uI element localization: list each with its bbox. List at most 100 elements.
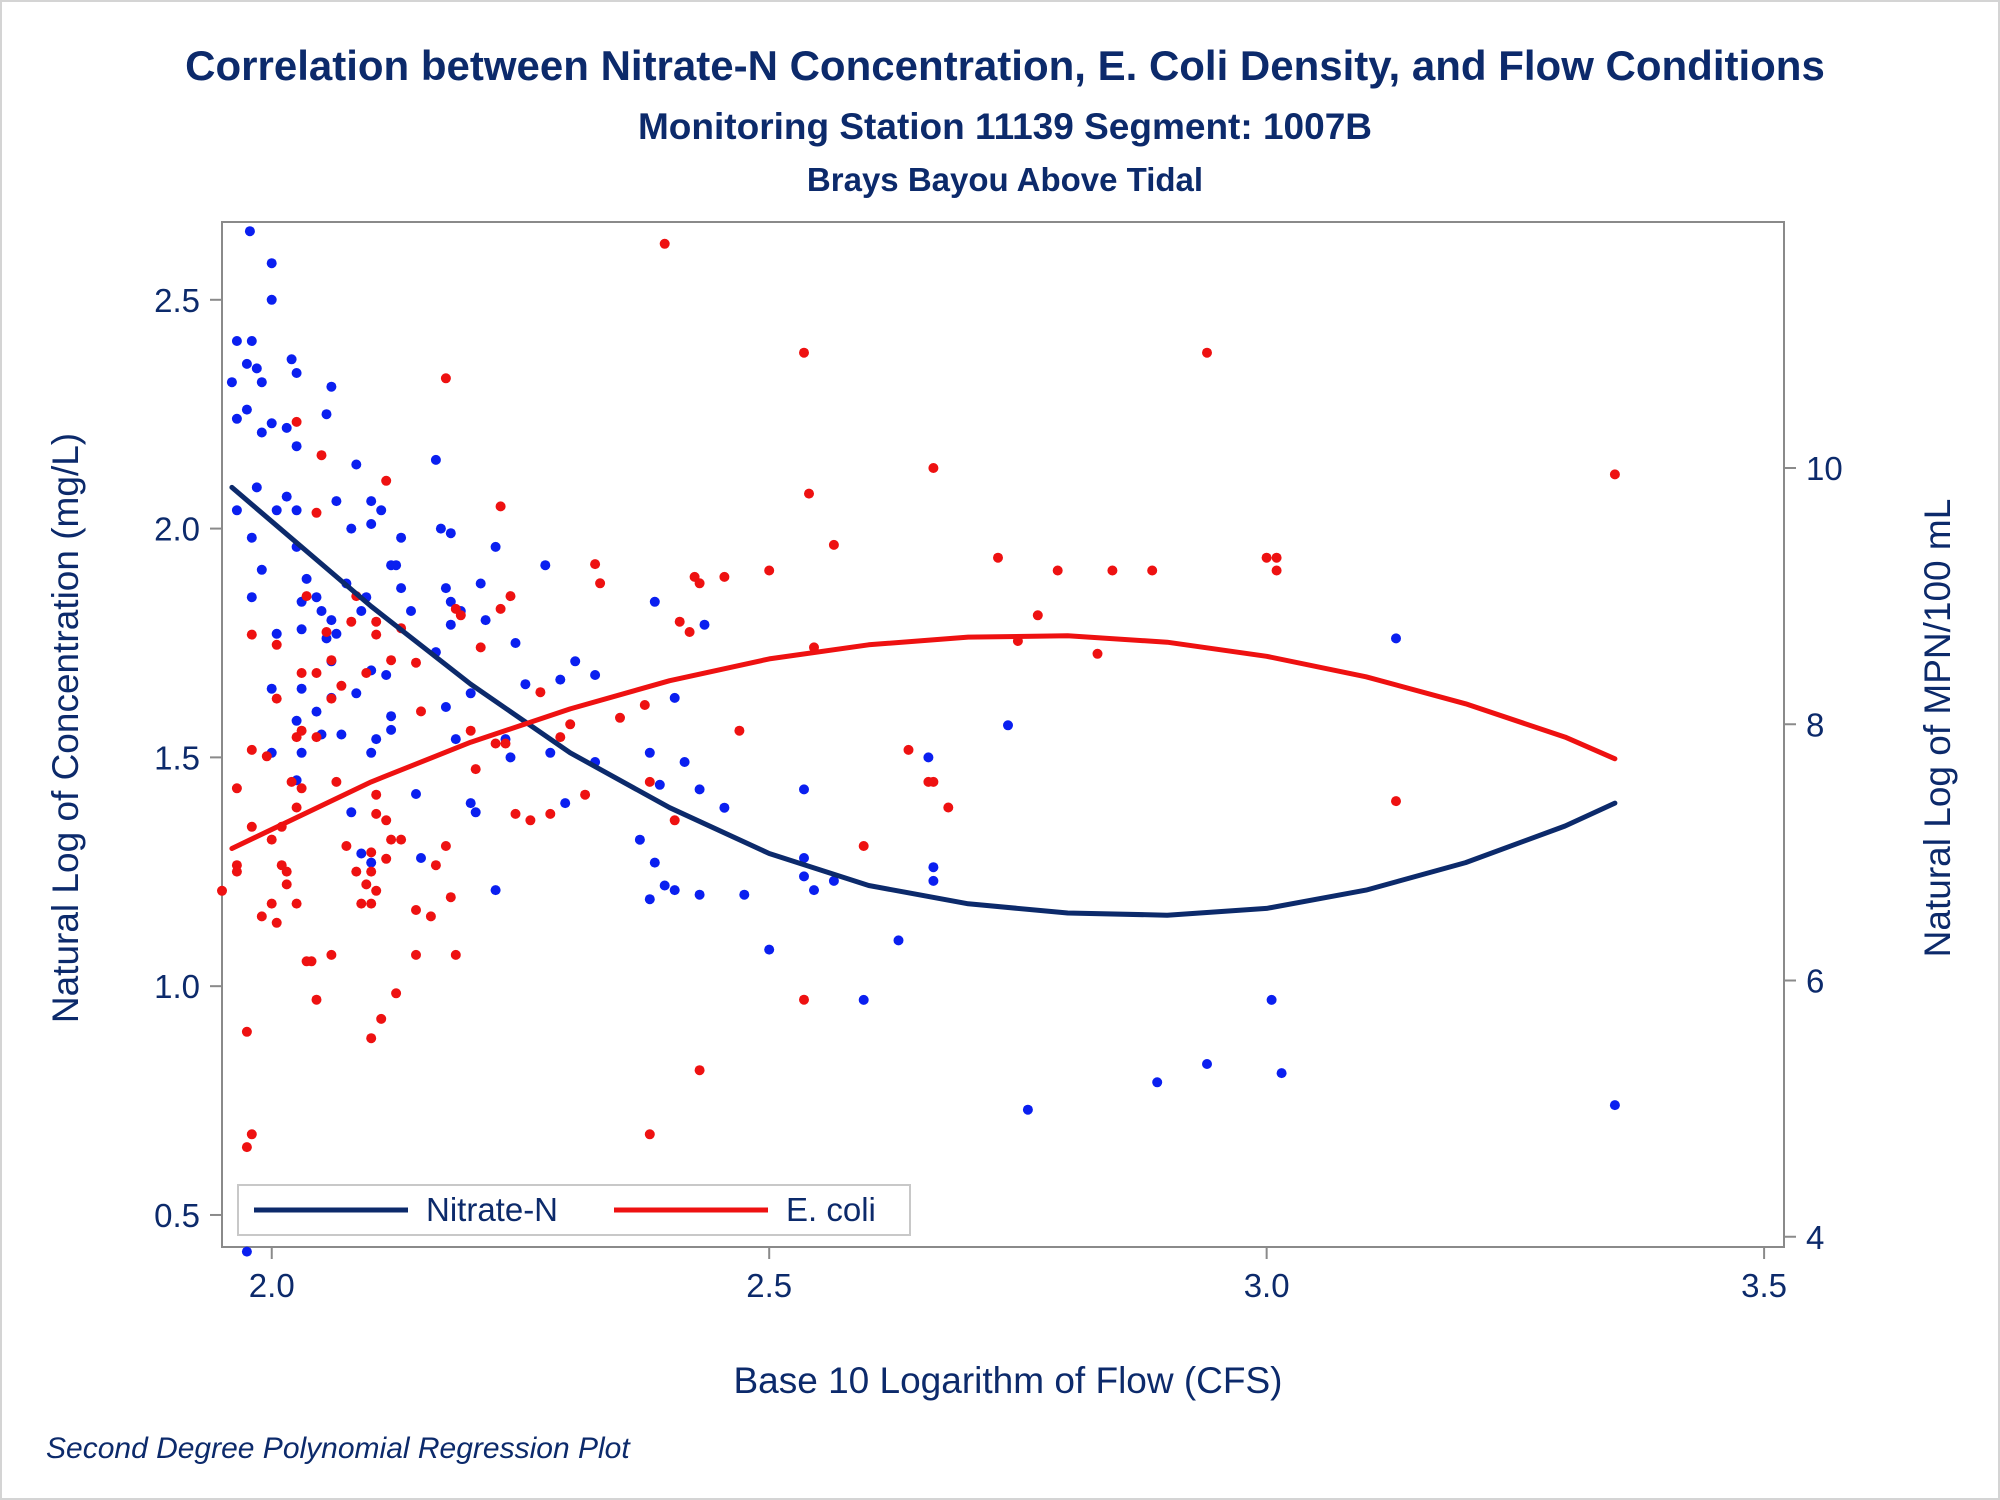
ecoli-point: [465, 725, 476, 736]
nitrate-point: [445, 619, 456, 630]
ecoli-point: [311, 732, 322, 743]
ecoli-point: [764, 565, 775, 576]
ecoli-point: [331, 776, 342, 787]
chart-footnote: Second Degree Polynomial Regression Plot: [46, 1432, 631, 1465]
y-tick-label: 2.5: [154, 282, 200, 319]
nitrate-point: [366, 747, 377, 758]
nitrate-point: [634, 834, 645, 845]
x-tick-label: 3.5: [1741, 1267, 1787, 1304]
chart-title: Correlation between Nitrate-N Concentrat…: [185, 42, 1825, 89]
ecoli-point: [928, 463, 939, 473]
ecoli-point: [281, 879, 292, 890]
ecoli-point: [694, 1065, 705, 1076]
ecoli-point: [1052, 565, 1063, 576]
ecoli-point: [291, 898, 302, 909]
nitrate-point: [445, 528, 456, 539]
ecoli-point: [590, 559, 601, 570]
ecoli-point: [261, 751, 272, 762]
ecoli-point: [545, 808, 556, 819]
ecoli-point: [266, 834, 277, 845]
ecoli-point: [565, 719, 576, 730]
nitrate-point: [256, 564, 267, 575]
nitrate-point: [381, 670, 392, 680]
ecoli-point: [828, 539, 839, 550]
ecoli-point: [381, 815, 392, 826]
ecoli-point: [490, 738, 501, 749]
nitrate-point: [356, 606, 367, 616]
ecoli-point: [371, 885, 382, 896]
nitrate-point: [739, 889, 750, 900]
ecoli-point: [351, 866, 362, 877]
nitrate-point: [1022, 1104, 1033, 1115]
nitrate-point: [1391, 633, 1401, 644]
ecoli-point: [271, 639, 282, 650]
nitrate-point: [928, 862, 939, 873]
ecoli-point: [231, 866, 242, 877]
ecoli-point: [455, 610, 466, 621]
nitrate-point: [1276, 1068, 1287, 1079]
ecoli-point: [296, 668, 307, 678]
nitrate-point: [291, 368, 302, 378]
ecoli-point: [1147, 565, 1158, 576]
ecoli-point: [291, 416, 302, 427]
nitrate-point: [435, 523, 446, 534]
nitrate-point: [858, 994, 869, 1005]
ecoli-point: [858, 841, 869, 851]
nitrate-point: [281, 422, 292, 433]
nitrate-point: [490, 885, 501, 896]
nitrate-point: [540, 560, 551, 571]
ecoli-point: [366, 898, 377, 909]
nitrate-point: [281, 491, 292, 502]
nitrate-point: [266, 683, 277, 694]
ecoli-point: [386, 655, 397, 666]
ecoli-point: [321, 627, 332, 637]
nitrate-point: [351, 459, 362, 470]
ecoli-point: [291, 802, 302, 813]
nitrate-point: [649, 857, 660, 868]
nitrate-point: [241, 358, 252, 369]
y-tick-label: 2.0: [154, 511, 200, 548]
ecoli-point: [719, 571, 730, 582]
ecoli-point: [246, 629, 257, 640]
nitrate-point: [555, 674, 566, 685]
nitrate-point: [440, 583, 451, 594]
ecoli-point: [799, 994, 809, 1005]
chart-subtitle: Monitoring Station 11139 Segment: 1007B: [638, 106, 1372, 147]
ecoli-point: [411, 657, 421, 668]
nitrate-point: [226, 377, 237, 388]
nitrate-point: [346, 523, 357, 534]
nitrate-point: [296, 683, 307, 694]
nitrate-point: [570, 656, 581, 667]
nitrate-point: [799, 784, 809, 795]
ecoli-point: [371, 808, 382, 819]
nitrate-point: [406, 606, 416, 616]
ecoli-point: [525, 815, 536, 826]
ecoli-point: [356, 898, 367, 909]
nitrate-point: [445, 596, 456, 607]
nitrate-point: [659, 880, 670, 891]
ecoli-point: [386, 834, 397, 845]
ecoli-point: [371, 789, 382, 800]
y2-tick-label: 4: [1806, 1219, 1824, 1256]
ecoli-point: [644, 1129, 655, 1140]
y2-tick-label: 8: [1806, 706, 1824, 743]
nitrate-point: [923, 752, 934, 763]
nitrate-point: [764, 944, 775, 955]
ecoli-point: [361, 668, 372, 678]
ecoli-point: [943, 802, 954, 813]
ecoli-point: [311, 668, 322, 678]
ecoli-point: [595, 578, 606, 589]
x-tick-label: 2.0: [249, 1267, 295, 1304]
nitrate-point: [928, 875, 939, 886]
nitrate-point: [331, 496, 342, 507]
ecoli-point: [425, 911, 436, 922]
ecoli-point: [475, 642, 486, 653]
ecoli-point: [495, 501, 506, 512]
nitrate-point: [371, 734, 382, 745]
ecoli-point: [580, 789, 591, 800]
ecoli-point: [346, 616, 357, 627]
nitrate-point: [1609, 1100, 1620, 1111]
nitrate-point: [430, 454, 441, 465]
